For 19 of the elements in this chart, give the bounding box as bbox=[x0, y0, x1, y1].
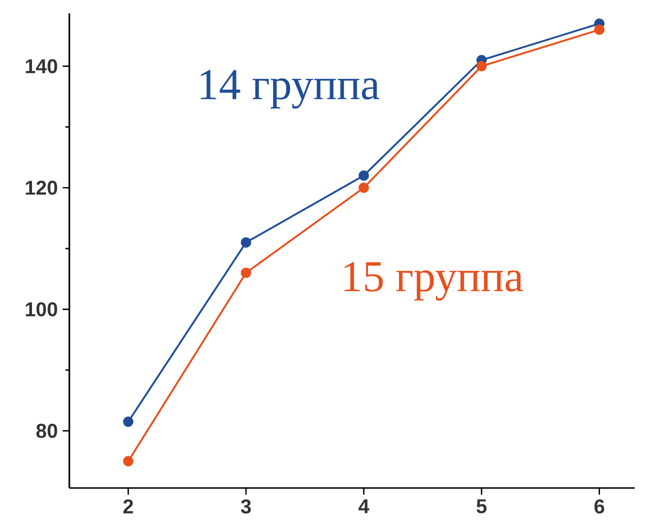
x-tick-label: 3 bbox=[240, 499, 251, 514]
x-tick-label: 5 bbox=[476, 499, 487, 514]
x-tick-label: 2 bbox=[123, 499, 133, 514]
x-tick-label: 4 bbox=[358, 499, 370, 514]
point bbox=[240, 268, 252, 278]
point bbox=[123, 416, 134, 427]
series-label: 14 группа bbox=[200, 70, 380, 109]
point bbox=[594, 24, 605, 35]
point bbox=[240, 237, 252, 248]
y-tick-label: 120 bbox=[26, 180, 58, 195]
x-tick-label: 6 bbox=[594, 499, 604, 514]
point bbox=[358, 170, 369, 181]
y-tick-label: 140 bbox=[26, 59, 58, 74]
y-tick-label: 80 bbox=[36, 424, 58, 438]
point bbox=[123, 456, 134, 466]
series-label: 15 группа bbox=[344, 262, 524, 301]
point bbox=[358, 182, 369, 193]
y-tick-label: 100 bbox=[26, 302, 58, 316]
point bbox=[476, 61, 487, 72]
